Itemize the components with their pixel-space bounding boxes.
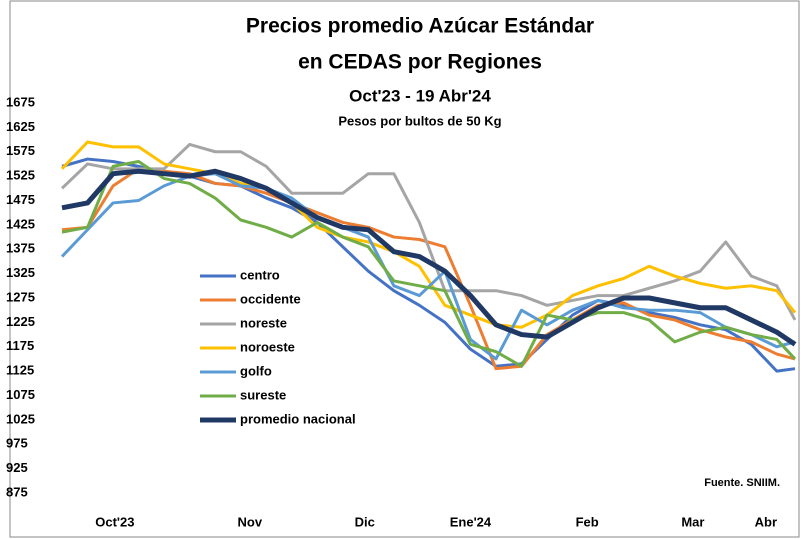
y-tick-label: 1375 <box>6 241 35 256</box>
chart-title: Precios promedio Azúcar Estándar <box>246 15 594 38</box>
x-tick-label: Oct'23 <box>95 514 134 529</box>
y-tick-label: 1325 <box>6 265 35 280</box>
series-line <box>60 142 797 321</box>
legend-label: noreste <box>240 315 287 330</box>
y-tick-label: 1575 <box>6 143 35 158</box>
y-tick-label: 1075 <box>6 387 35 402</box>
y-tick-label: 1625 <box>6 119 35 134</box>
legend-label: noroeste <box>240 339 295 354</box>
x-tick-label: Dic <box>355 514 375 529</box>
chart-frame <box>9 0 800 538</box>
legend-label: sureste <box>240 387 286 402</box>
x-tick-label: Ene'24 <box>450 514 492 529</box>
y-tick-label: 1675 <box>6 94 35 109</box>
legend-label: golfo <box>240 363 272 378</box>
legend-label: occidente <box>240 291 301 306</box>
y-tick-label: 975 <box>6 436 28 451</box>
unit-label: Pesos por bultos de 50 Kg <box>338 113 501 128</box>
y-tick-label: 1125 <box>6 363 34 378</box>
chart-title: en CEDAS por Regiones <box>298 51 542 74</box>
chart-subtitle: Oct'23 - 19 Abr'24 <box>349 86 491 105</box>
series-line <box>61 168 797 347</box>
series-line <box>60 140 797 329</box>
y-tick-label: 1275 <box>6 289 35 304</box>
y-tick-label: 875 <box>6 484 28 499</box>
legend-label: centro <box>240 267 280 282</box>
legend-label: promedio nacional <box>240 411 356 426</box>
series-line <box>61 160 797 368</box>
y-tick-label: 1225 <box>6 314 35 329</box>
y-tick-label: 925 <box>6 460 28 475</box>
x-tick-label: Feb <box>576 514 599 529</box>
y-tick-label: 1475 <box>6 192 35 207</box>
y-tick-label: 1025 <box>6 411 35 426</box>
y-tick-label: 1175 <box>6 338 34 353</box>
x-tick-label: Abr <box>755 514 777 529</box>
x-tick-label: Nov <box>238 514 263 529</box>
y-tick-label: 1425 <box>6 216 35 231</box>
x-tick-label: Mar <box>681 514 704 529</box>
source: Fuente. SNIIM. <box>704 477 780 489</box>
y-tick-label: 1525 <box>6 168 35 183</box>
